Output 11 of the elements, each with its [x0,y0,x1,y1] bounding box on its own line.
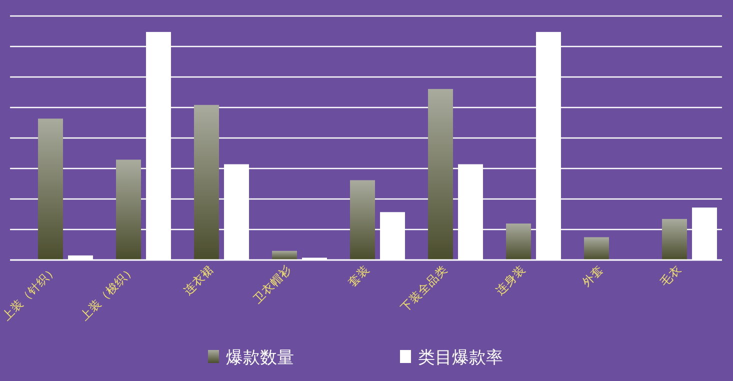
legend-label: 爆款数量 [226,348,294,368]
x-tick-label: 外套 [579,262,606,290]
x-tick-label: 套装 [345,262,372,290]
legend-label: 类目爆款率 [418,348,503,368]
x-tick-label: 连衣裙 [180,262,216,298]
x-tick-label: 下装全品类 [398,262,450,315]
x-tick-label: 卫衣帽衫 [250,262,294,306]
x-tick-label: 上装（梭织） [77,262,138,324]
x-tick-label: 毛衣 [657,262,684,290]
x-tick-label: 上装（针织） [0,262,60,324]
x-tick-label: 连身装 [492,262,528,298]
